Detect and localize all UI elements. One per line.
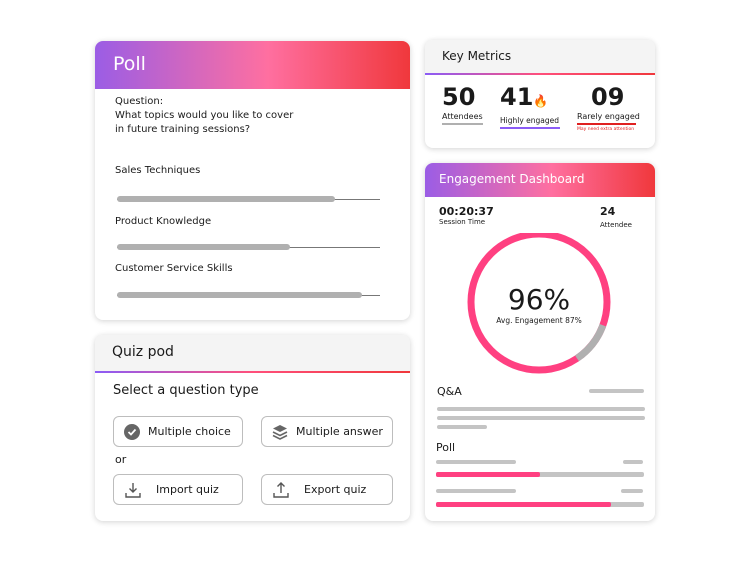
quiz-title: Quiz pod (112, 344, 174, 360)
button-label: Import quiz (156, 483, 219, 496)
avg-engagement-label: Avg. Engagement 87% (496, 316, 582, 325)
qa-label: Q&A (437, 385, 462, 398)
or-label: or (115, 453, 127, 466)
qa-bar (437, 407, 645, 411)
option-bar[interactable] (117, 196, 335, 202)
poll-question: Question: What topics would you like to … (115, 95, 293, 137)
attendee-label: Attendee (600, 221, 632, 229)
poll-card: Poll Question: What topics would you lik… (95, 41, 410, 320)
fire-icon: 🔥 (533, 94, 549, 108)
ring-fill (467, 233, 611, 374)
import-quiz-button[interactable]: Import quiz (113, 474, 243, 505)
metric-label: Attendees (442, 112, 483, 121)
session-time-value: 00:20:37 (439, 205, 494, 218)
engagement-center: 96% Avg. Engagement 87% (464, 283, 614, 326)
question-line: What topics would you like to cover (115, 110, 294, 121)
key-metrics-card: Key Metrics 50 Attendees 41🔥 Highly enga… (425, 40, 655, 148)
layers-icon (272, 424, 288, 440)
quiz-subtitle: Select a question type (113, 383, 259, 398)
upload-icon (273, 481, 289, 498)
quiz-pod-card: Quiz pod Select a question type Multiple… (95, 335, 410, 521)
session-time: 00:20:37 Session Time (439, 205, 494, 226)
session-time-label: Session Time (439, 218, 486, 226)
option-label: Customer Service Skills (115, 263, 233, 274)
metric-value: 09 (591, 83, 625, 111)
attendee-value: 24 (600, 205, 616, 218)
metric-highly-engaged: 41🔥 Highly engaged (500, 84, 560, 129)
engagement-ring (467, 233, 611, 374)
poll-progress (436, 472, 644, 477)
metric-label: Rarely engaged (577, 112, 640, 121)
metric-rarely-engaged: 09 Rarely engaged May need extra attenti… (577, 84, 640, 132)
metric-note: May need extra attention (577, 127, 635, 132)
poll-progress (436, 502, 644, 507)
qa-bar (437, 425, 487, 429)
attendee-count: 24 Attendee (600, 205, 632, 229)
question-label: Question: (115, 96, 164, 107)
option-bar[interactable] (117, 292, 362, 298)
metric-value: 41 (500, 83, 534, 111)
button-label: Multiple choice (148, 425, 231, 438)
poll-bar (623, 460, 643, 464)
multiple-choice-button[interactable]: Multiple choice (113, 416, 243, 447)
question-line: in future training sessions? (115, 124, 251, 135)
metrics-header: Key Metrics (425, 40, 655, 75)
poll-label: Poll (436, 441, 456, 454)
metric-value: 50 (442, 83, 476, 111)
button-label: Multiple answer (296, 425, 383, 438)
check-circle-icon (124, 423, 140, 440)
quiz-header: Quiz pod (95, 335, 410, 373)
download-icon (125, 482, 141, 498)
button-label: Export quiz (304, 483, 367, 496)
engagement-title: Engagement Dashboard (439, 172, 585, 186)
option-label: Product Knowledge (115, 216, 212, 227)
poll-bar (436, 489, 516, 493)
engagement-percent: 96% (507, 283, 571, 316)
engagement-dashboard-card: Engagement Dashboard 00:20:37 Session Ti… (425, 163, 655, 521)
poll-title: Poll (113, 53, 146, 75)
qa-bar (589, 389, 644, 393)
option-label: Sales Techniques (115, 165, 201, 176)
multiple-answer-button[interactable]: Multiple answer (261, 416, 393, 447)
poll-header: Poll (95, 41, 410, 89)
export-quiz-button[interactable]: Export quiz (261, 474, 393, 505)
option-bar[interactable] (117, 244, 290, 250)
metrics-title: Key Metrics (442, 49, 512, 63)
engagement-header: Engagement Dashboard (425, 163, 655, 197)
poll-bar (436, 460, 516, 464)
poll-bar (621, 489, 643, 493)
metric-label: Highly engaged (500, 116, 560, 125)
qa-bar (437, 416, 645, 420)
metric-attendees: 50 Attendees (442, 84, 483, 125)
